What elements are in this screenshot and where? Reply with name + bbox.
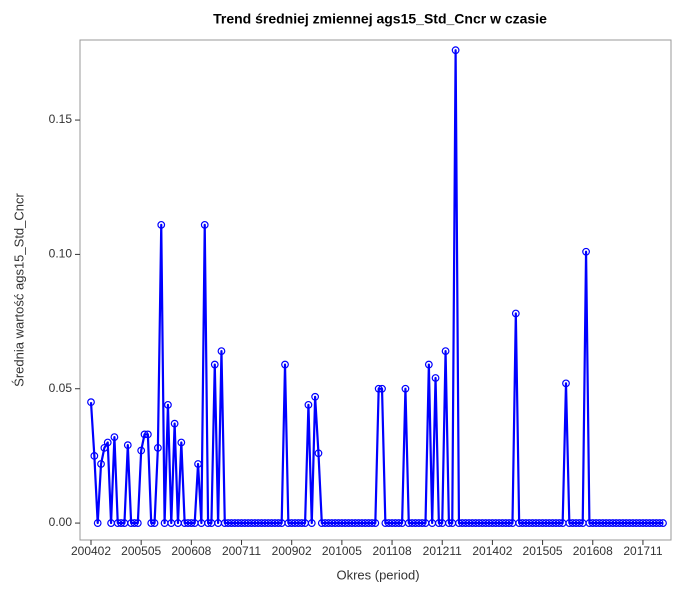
data-point xyxy=(97,460,105,468)
x-tick-label: 200505 xyxy=(121,544,161,558)
data-point xyxy=(441,347,450,356)
data-point xyxy=(137,446,146,455)
data-point xyxy=(140,430,149,439)
data-point xyxy=(431,374,440,382)
data-point xyxy=(177,438,186,447)
data-point xyxy=(87,398,95,407)
data-point xyxy=(117,519,126,527)
y-tick-label: 0.00 xyxy=(49,515,73,529)
data-point xyxy=(555,519,564,527)
x-tick-label: 201402 xyxy=(472,544,512,558)
x-tick-label: 201005 xyxy=(322,544,362,558)
data-point xyxy=(93,519,102,527)
data-point xyxy=(154,443,162,452)
data-point xyxy=(575,519,584,527)
data-point xyxy=(90,452,99,460)
data-point xyxy=(204,519,212,527)
data-point xyxy=(424,360,433,369)
data-point xyxy=(157,220,166,229)
data-point xyxy=(304,400,313,409)
data-point xyxy=(378,384,386,393)
data-point xyxy=(307,519,316,527)
data-point xyxy=(374,384,383,393)
data-point xyxy=(274,519,283,527)
data-point xyxy=(659,519,667,527)
data-point xyxy=(150,519,159,527)
data-point xyxy=(368,519,376,527)
data-point xyxy=(217,347,226,356)
data-point xyxy=(194,460,202,468)
chart-title: Trend średniej zmiennej ags15_Std_Cncr w… xyxy=(213,11,547,27)
y-tick-label: 0.05 xyxy=(49,381,73,395)
data-point xyxy=(200,220,209,229)
x-tick-label: 201505 xyxy=(523,544,563,558)
series-line xyxy=(89,49,663,525)
data-point xyxy=(371,519,380,527)
data-point xyxy=(210,360,219,369)
x-tick-label: 200402 xyxy=(71,544,111,558)
data-point xyxy=(445,519,453,527)
data-point xyxy=(394,519,403,527)
data-point xyxy=(281,360,289,369)
x-tick-label: 200902 xyxy=(272,544,312,558)
data-point xyxy=(133,519,142,527)
data-point xyxy=(418,519,427,527)
data-point xyxy=(434,519,443,527)
y-tick-label: 0.15 xyxy=(49,112,73,126)
y-axis-label: Średnia wartość ags15_Std_Cncr xyxy=(11,193,26,387)
x-axis-label: Okres (period) xyxy=(336,567,419,582)
data-point xyxy=(187,519,196,527)
data-point xyxy=(314,449,323,458)
data-point xyxy=(100,443,109,452)
data-point xyxy=(147,519,156,527)
data-point xyxy=(655,519,664,527)
data-point xyxy=(401,384,410,393)
x-tick-label: 201711 xyxy=(623,544,662,558)
x-tick-label: 200608 xyxy=(171,544,211,558)
data-point xyxy=(123,441,132,450)
data-point xyxy=(170,419,179,428)
data-point xyxy=(110,433,119,441)
data-point xyxy=(505,519,514,527)
data-point xyxy=(562,379,570,388)
x-tick-label: 201108 xyxy=(372,544,411,558)
data-point xyxy=(451,46,460,55)
data-point xyxy=(130,519,139,527)
data-point xyxy=(582,247,590,256)
data-point xyxy=(311,392,320,401)
data-point xyxy=(103,438,112,447)
x-tick-label: 200711 xyxy=(222,544,261,558)
x-tick-label: 201608 xyxy=(573,544,613,558)
data-point xyxy=(143,430,152,439)
data-point xyxy=(164,400,172,409)
y-tick-label: 0.10 xyxy=(49,247,73,261)
data-point xyxy=(511,309,520,318)
x-tick-label: 201211 xyxy=(423,544,462,558)
data-point xyxy=(297,519,306,527)
plot-frame xyxy=(79,39,672,541)
